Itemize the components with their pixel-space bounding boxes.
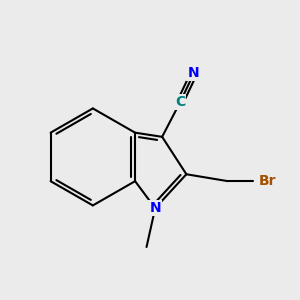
- Text: Br: Br: [259, 174, 277, 188]
- Text: C: C: [175, 95, 185, 109]
- Text: N: N: [149, 201, 161, 215]
- Text: N: N: [188, 66, 199, 80]
